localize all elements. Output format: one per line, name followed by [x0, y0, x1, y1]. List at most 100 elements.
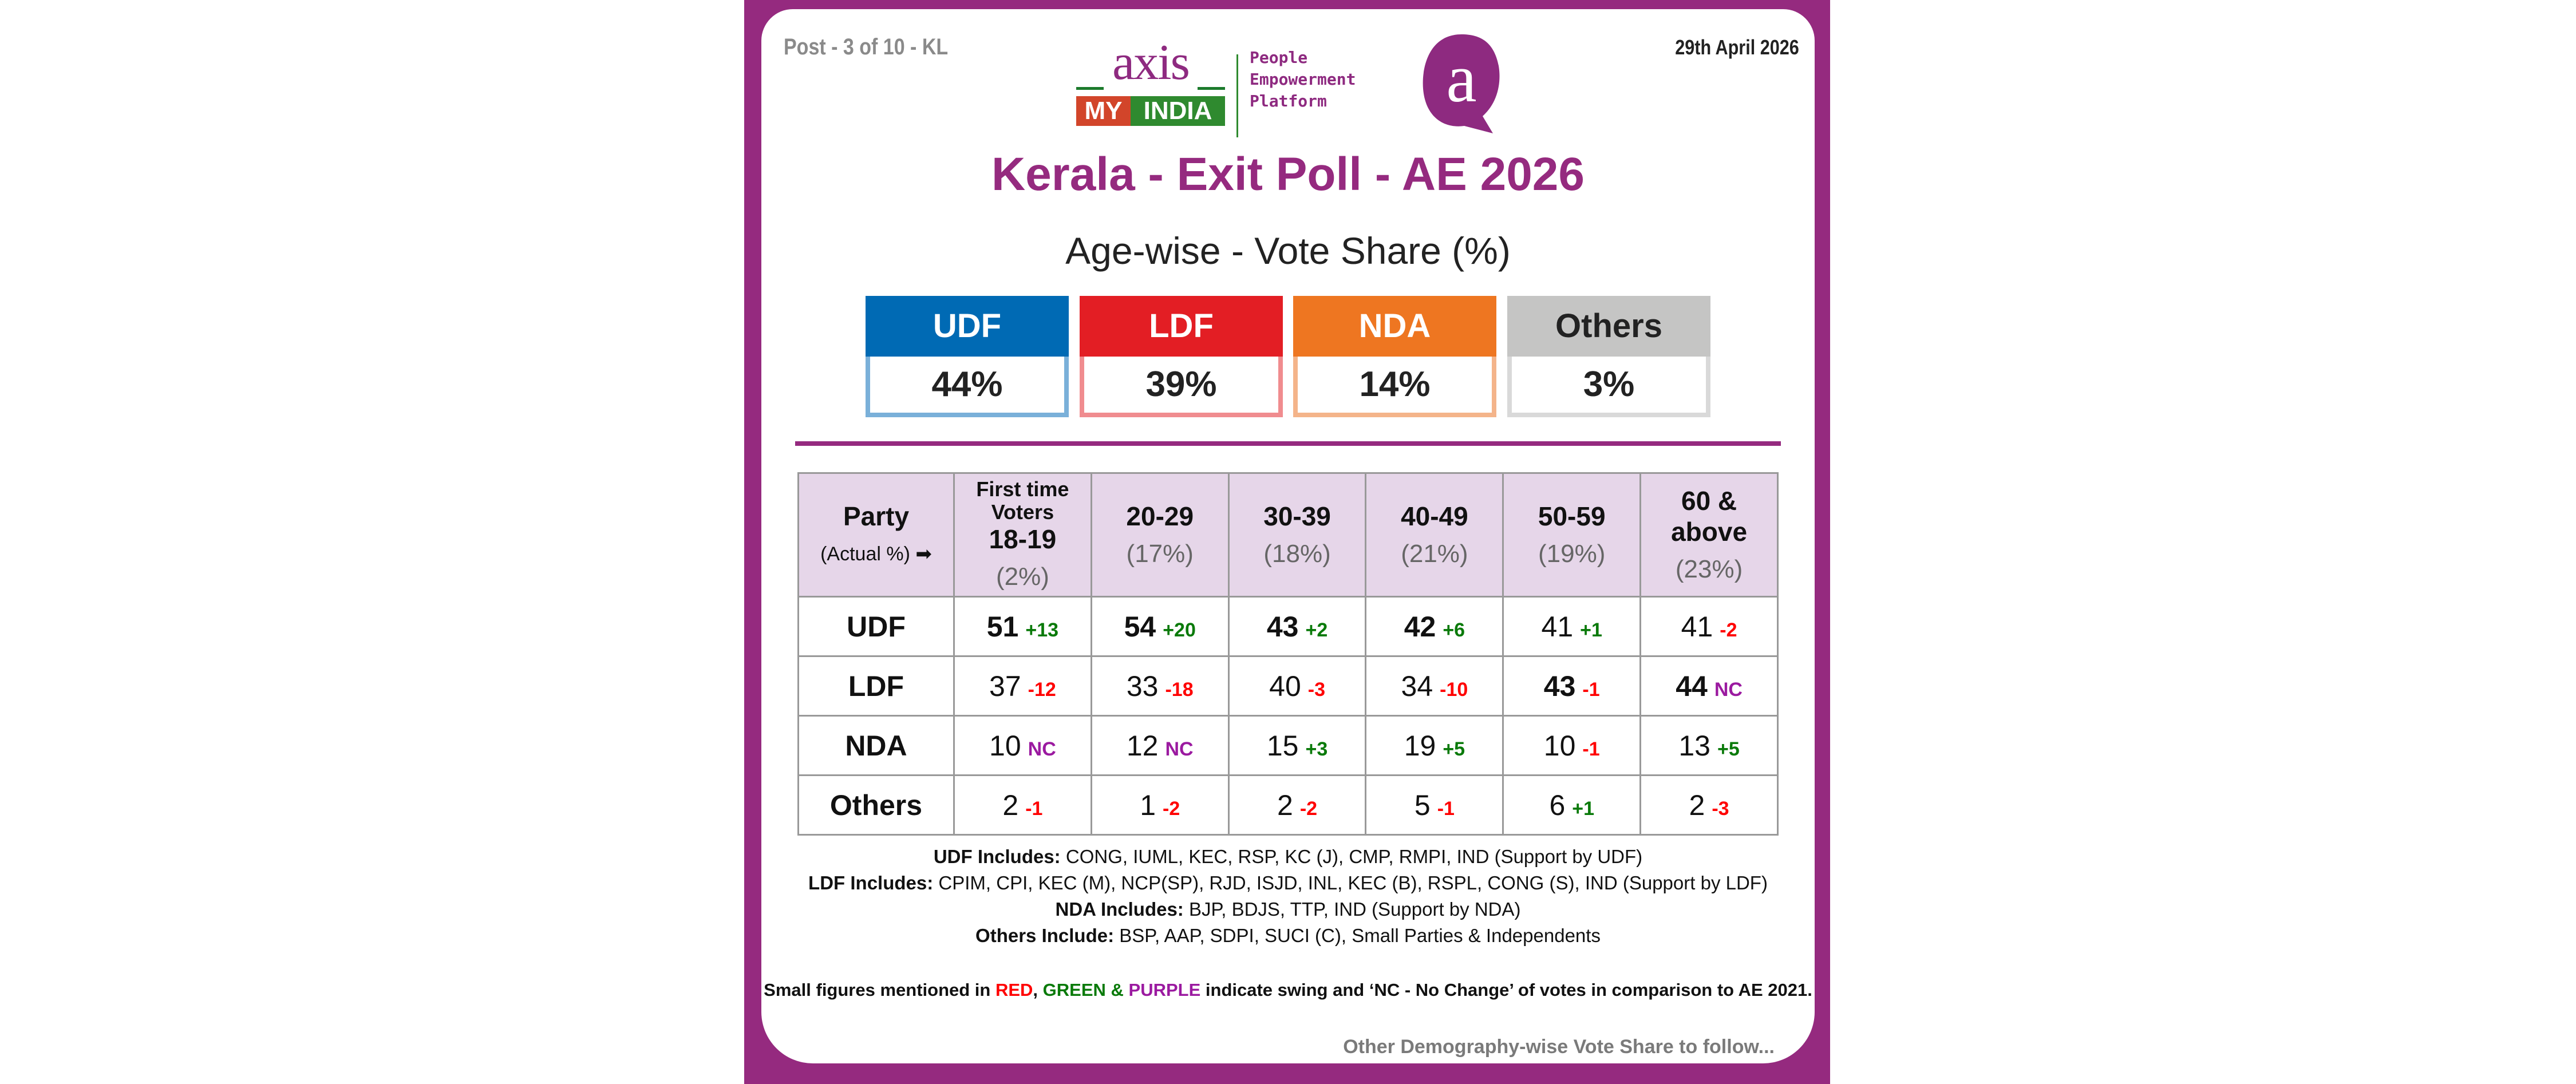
actual-label: (Actual %) ➡: [799, 539, 953, 569]
swing-value: +13: [1025, 619, 1059, 641]
vote-share-value: 19: [1404, 729, 1436, 762]
vote-share-cell: 41 +1: [1502, 596, 1642, 657]
vote-share-cell: 41 -2: [1639, 596, 1779, 657]
party-name: LDF: [797, 655, 955, 717]
note-label: UDF Includes:: [933, 846, 1061, 867]
legend-text: ,: [1033, 980, 1043, 1000]
vote-share-cell: 6 +1: [1502, 774, 1642, 836]
vote-share-value: 12: [1126, 729, 1159, 762]
swing-value: +3: [1305, 738, 1328, 760]
swing-value: NC: [1714, 678, 1743, 701]
swing-legend: Small figures mentioned in RED, GREEN & …: [761, 980, 1815, 1000]
swing-value: -1: [1437, 797, 1455, 820]
vote-share-value: 54: [1124, 610, 1156, 643]
summary-box-nda: NDA 14%: [1293, 296, 1496, 417]
vote-share-cell: 54 +20: [1090, 596, 1230, 657]
summary-party: NDA: [1293, 296, 1496, 357]
swing-value: -1: [1025, 797, 1043, 820]
age-group-label: 50-59: [1538, 501, 1606, 531]
swing-value: +1: [1572, 797, 1595, 820]
swing-value: -3: [1712, 797, 1729, 820]
swing-value: NC: [1165, 738, 1194, 760]
vote-share-cell: 42 +6: [1365, 596, 1504, 657]
legend-text: [1124, 980, 1129, 1000]
vote-share-value: 1: [1140, 789, 1156, 821]
age-group-label: 20-29: [1126, 501, 1194, 531]
note-text: BJP, BDJS, TTP, IND (Support by NDA): [1183, 899, 1521, 920]
tagline-line: Platform: [1250, 92, 1327, 110]
swing-value: +1: [1580, 619, 1602, 641]
vote-share-value: 6: [1549, 789, 1566, 821]
vote-share-value: 41: [1541, 610, 1574, 643]
note-label: NDA Includes:: [1055, 899, 1184, 920]
vote-share-cell: 33 -18: [1090, 655, 1230, 717]
note-label: Others Include:: [975, 925, 1115, 946]
vote-share-cell: 2 -1: [953, 774, 1092, 836]
swing-value: -3: [1307, 678, 1325, 701]
axis-my-india-logo: axis MY INDIA: [1076, 34, 1225, 126]
table-row-udf: UDF 51 +13 54 +20 43 +2 42 +6 41 +1 41 -2: [797, 596, 1779, 657]
table-row-ldf: LDF 37 -12 33 -18 40 -3 34 -10 43 -1 44 NC: [797, 655, 1779, 717]
table-row-nda: NDA 10 NC 12 NC 15 +3 19 +5 10 -1 13 +5: [797, 715, 1779, 776]
vote-share-value: 13: [1678, 729, 1710, 762]
age-column-header: 60 & above (23%): [1639, 472, 1779, 598]
summary-party: UDF: [866, 296, 1069, 357]
vote-share-cell: 10 -1: [1502, 715, 1642, 776]
age-group-label: 40-49: [1401, 501, 1468, 531]
swing-value: +20: [1163, 619, 1196, 641]
footer-note: Other Demography-wise Vote Share to foll…: [1343, 1036, 1775, 1058]
swing-value: -1: [1582, 678, 1600, 701]
swing-value: +5: [1443, 738, 1465, 760]
summary-share: 14%: [1293, 357, 1496, 417]
vote-share-value: 44: [1676, 670, 1708, 702]
swing-value: +2: [1305, 619, 1328, 641]
table-row-others: Others 2 -1 1 -2 2 -2 5 -1 6 +1 2 -3: [797, 774, 1779, 836]
age-group-label: 60 & above: [1671, 485, 1748, 547]
party-name: NDA: [797, 715, 955, 776]
party-name: UDF: [797, 596, 955, 657]
swing-value: NC: [1028, 738, 1056, 760]
summary-share: 44%: [866, 357, 1069, 417]
vote-share-value: 33: [1126, 670, 1159, 702]
logo-divider: [1236, 54, 1238, 137]
first-time-voters-label: First time Voters: [976, 477, 1069, 524]
summary-party: Others: [1507, 296, 1710, 357]
svg-text:a: a: [1446, 40, 1476, 116]
vote-share-cell: 34 -10: [1365, 655, 1504, 717]
swing-value: -10: [1440, 678, 1468, 701]
page-title: Kerala - Exit Poll - AE 2026: [991, 148, 1585, 200]
divider-line: [795, 441, 1781, 446]
vote-share-value: 40: [1269, 670, 1301, 702]
vote-share-value: 42: [1404, 610, 1436, 643]
swing-value: -1: [1582, 738, 1600, 760]
vote-share-cell: 43 -1: [1502, 655, 1642, 717]
party-name: Others: [797, 774, 955, 836]
age-group-share: (21%): [1401, 539, 1468, 568]
swing-value: -2: [1299, 797, 1318, 820]
age-column-header: 20-29 (17%): [1090, 472, 1230, 598]
summary-box-udf: UDF 44%: [866, 296, 1069, 417]
post-counter: Post - 3 of 10 - KL: [784, 34, 949, 60]
age-column-header: 40-49 (21%): [1365, 472, 1504, 598]
vote-share-value: 43: [1543, 670, 1576, 702]
summary-box-others: Others 3%: [1507, 296, 1710, 417]
vote-share-value: 41: [1681, 610, 1713, 643]
summary-share: 39%: [1080, 357, 1283, 417]
vote-share-cell: 1 -2: [1090, 774, 1230, 836]
vote-share-value: 34: [1401, 670, 1433, 702]
page-subtitle: Age-wise - Vote Share (%): [1065, 230, 1511, 272]
age-group-share: (23%): [1675, 555, 1743, 583]
logo-tagline: People Empowerment Platform: [1250, 47, 1356, 112]
alliance-note: NDA Includes: BJP, BDJS, TTP, IND (Suppo…: [761, 899, 1815, 920]
note-text: BSP, AAP, SDPI, SUCI (C), Small Parties …: [1114, 925, 1601, 946]
age-group-label: 18-19: [989, 524, 1057, 554]
party-header-label: Party: [843, 501, 910, 531]
vote-share-value: 15: [1266, 729, 1299, 762]
swing-value: -18: [1165, 678, 1194, 701]
age-column-header: First time Voters 18-19 (2%): [953, 472, 1092, 598]
logo-axis-text: axis: [1076, 34, 1225, 92]
alliance-note: LDF Includes: CPIM, CPI, KEC (M), NCP(SP…: [761, 872, 1815, 894]
vote-share-cell: 44 NC: [1639, 655, 1779, 717]
vote-share-value: 51: [986, 610, 1019, 643]
vote-share-cell: 51 +13: [953, 596, 1092, 657]
